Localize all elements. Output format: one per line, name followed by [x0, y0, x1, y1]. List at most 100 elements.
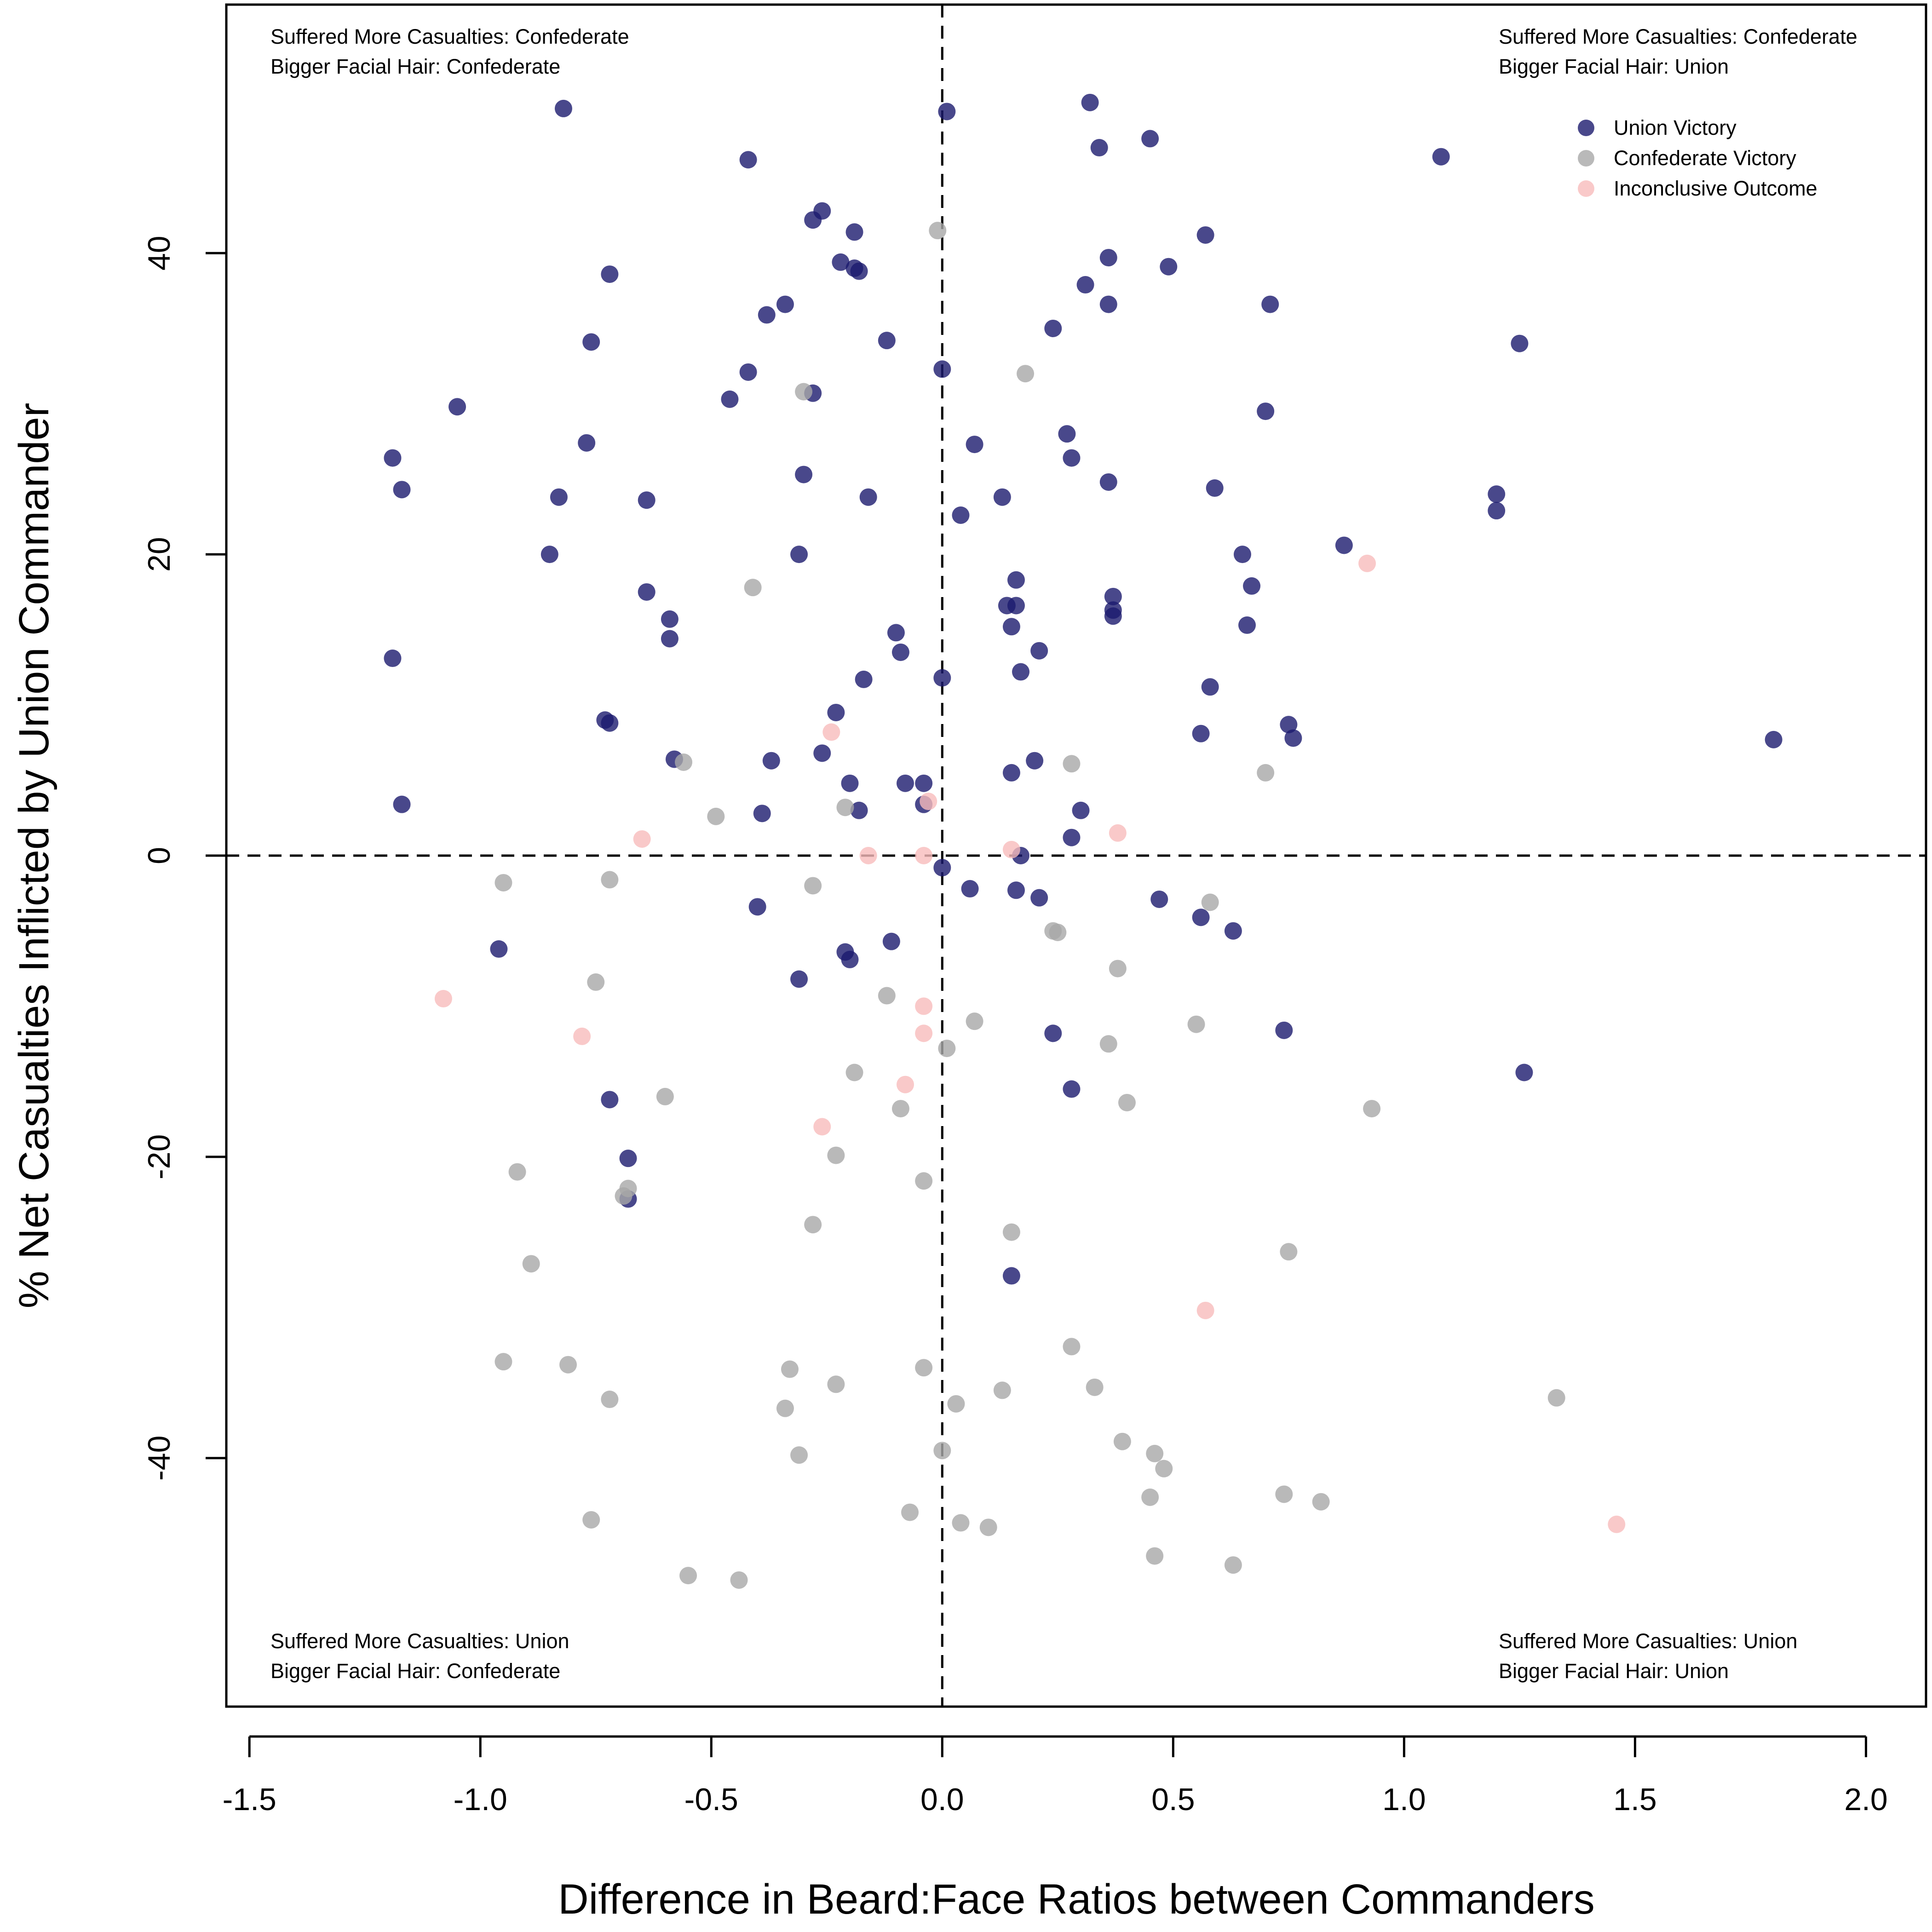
point-union-victory-10 [601, 265, 619, 283]
point-union-victory-11 [832, 253, 850, 271]
point-union-victory-22 [582, 333, 600, 351]
point-union-victory-8 [813, 202, 831, 220]
point-union-victory-47 [1488, 502, 1506, 520]
point-confederate-victory-48 [1113, 1432, 1131, 1450]
point-union-victory-50 [1233, 546, 1251, 564]
point-union-victory-15 [1160, 258, 1178, 276]
point-confederate-victory-46 [947, 1395, 965, 1413]
point-union-victory-76 [1284, 729, 1302, 747]
point-union-victory-36 [1063, 449, 1081, 467]
point-confederate-victory-10 [601, 871, 619, 889]
x-tick-label-6: 1.5 [1613, 1782, 1657, 1817]
point-confederate-victory-41 [993, 1381, 1011, 1399]
point-confederate-victory-34 [1280, 1243, 1298, 1261]
point-union-victory-0 [554, 99, 572, 117]
point-union-victory-66 [891, 643, 909, 661]
point-inconclusive-outcome-9 [915, 997, 933, 1015]
point-union-victory-32 [578, 434, 596, 452]
point-union-victory-19 [1076, 276, 1094, 294]
y-tick-label-4: 40 [142, 236, 177, 270]
point-confederate-victory-14 [1049, 923, 1067, 941]
point-union-victory-41 [859, 488, 877, 506]
point-confederate-victory-60 [1146, 1547, 1164, 1565]
point-union-victory-4 [1090, 139, 1108, 157]
point-confederate-victory-49 [1146, 1444, 1164, 1462]
point-union-victory-72 [827, 703, 845, 721]
point-union-victory-52 [638, 583, 656, 601]
point-confederate-victory-9 [494, 874, 512, 891]
x-tick-label-7: 2.0 [1844, 1782, 1888, 1817]
point-union-victory-13 [850, 262, 868, 280]
point-union-victory-49 [790, 546, 808, 564]
point-union-victory-42 [952, 506, 970, 524]
point-inconclusive-outcome-0 [1358, 554, 1376, 572]
point-union-victory-91 [1072, 801, 1090, 819]
point-union-victory-5 [1141, 130, 1159, 148]
point-union-victory-99 [1150, 890, 1168, 908]
point-confederate-victory-6 [1257, 764, 1275, 782]
point-union-victory-85 [753, 805, 771, 822]
point-confederate-victory-28 [508, 1163, 526, 1181]
point-union-victory-59 [1007, 597, 1025, 615]
point-confederate-victory-4 [675, 753, 693, 771]
point-confederate-victory-47 [1547, 1389, 1565, 1407]
point-confederate-victory-27 [827, 1146, 845, 1164]
legend-marker-confederate-victory [1578, 150, 1594, 167]
point-union-victory-114 [1002, 1267, 1020, 1285]
point-union-victory-64 [384, 650, 402, 667]
point-confederate-victory-44 [776, 1399, 794, 1417]
point-confederate-victory-63 [730, 1571, 748, 1589]
point-union-victory-107 [1044, 1024, 1062, 1042]
point-union-victory-104 [841, 950, 859, 968]
point-inconclusive-outcome-7 [1109, 824, 1127, 842]
point-union-victory-106 [790, 970, 808, 988]
x-tick-label-3: 0.0 [920, 1782, 964, 1817]
quad-top-left-line2: Bigger Facial Hair: Confederate [270, 55, 560, 78]
point-union-victory-29 [721, 390, 739, 408]
point-inconclusive-outcome-8 [434, 990, 452, 1008]
point-union-victory-44 [1099, 473, 1117, 491]
point-union-victory-24 [1044, 319, 1062, 337]
point-union-victory-53 [1007, 571, 1025, 589]
y-axis-title: % Net Casualties Inflicted by Union Comm… [11, 403, 58, 1309]
point-confederate-victory-17 [878, 987, 896, 1005]
point-union-victory-23 [878, 332, 896, 350]
x-tick-label-4: 0.5 [1151, 1782, 1195, 1817]
point-confederate-victory-50 [790, 1446, 808, 1464]
point-union-victory-68 [1012, 663, 1030, 681]
point-union-victory-89 [850, 801, 868, 819]
point-union-victory-26 [739, 363, 757, 381]
point-union-victory-111 [1515, 1064, 1533, 1081]
point-union-victory-6 [1432, 148, 1450, 166]
point-union-victory-40 [638, 491, 656, 509]
y-tick-label-2: 0 [142, 847, 177, 864]
point-union-victory-43 [993, 488, 1011, 506]
point-union-victory-25 [1511, 334, 1529, 352]
point-confederate-victory-24 [1118, 1093, 1136, 1111]
point-confederate-victory-61 [1224, 1556, 1242, 1574]
point-confederate-victory-8 [836, 799, 854, 816]
point-union-victory-109 [601, 1091, 619, 1109]
point-confederate-victory-55 [1312, 1493, 1330, 1511]
point-confederate-victory-59 [979, 1518, 997, 1536]
point-union-victory-14 [1099, 249, 1117, 267]
point-confederate-victory-22 [845, 1064, 863, 1081]
quad-top-right-line1: Suffered More Casualties: Confederate [1499, 25, 1857, 48]
point-inconclusive-outcome-5 [915, 847, 933, 864]
point-confederate-victory-0 [929, 222, 947, 240]
point-union-victory-80 [762, 752, 780, 770]
point-union-victory-61 [1104, 607, 1122, 625]
point-confederate-victory-20 [1099, 1035, 1117, 1053]
point-confederate-victory-18 [966, 1012, 983, 1030]
point-union-victory-2 [938, 103, 956, 121]
point-union-victory-48 [540, 546, 558, 564]
y-axis: -40 -20 0 20 40 [142, 236, 228, 1481]
point-union-victory-108 [1275, 1021, 1293, 1039]
point-inconclusive-outcome-6 [1002, 840, 1020, 858]
point-union-victory-46 [1488, 485, 1506, 503]
point-confederate-victory-21 [938, 1040, 956, 1058]
point-union-victory-39 [550, 488, 568, 506]
legend-label-confederate-victory: Confederate Victory [1614, 146, 1796, 170]
point-union-victory-67 [1030, 642, 1048, 660]
